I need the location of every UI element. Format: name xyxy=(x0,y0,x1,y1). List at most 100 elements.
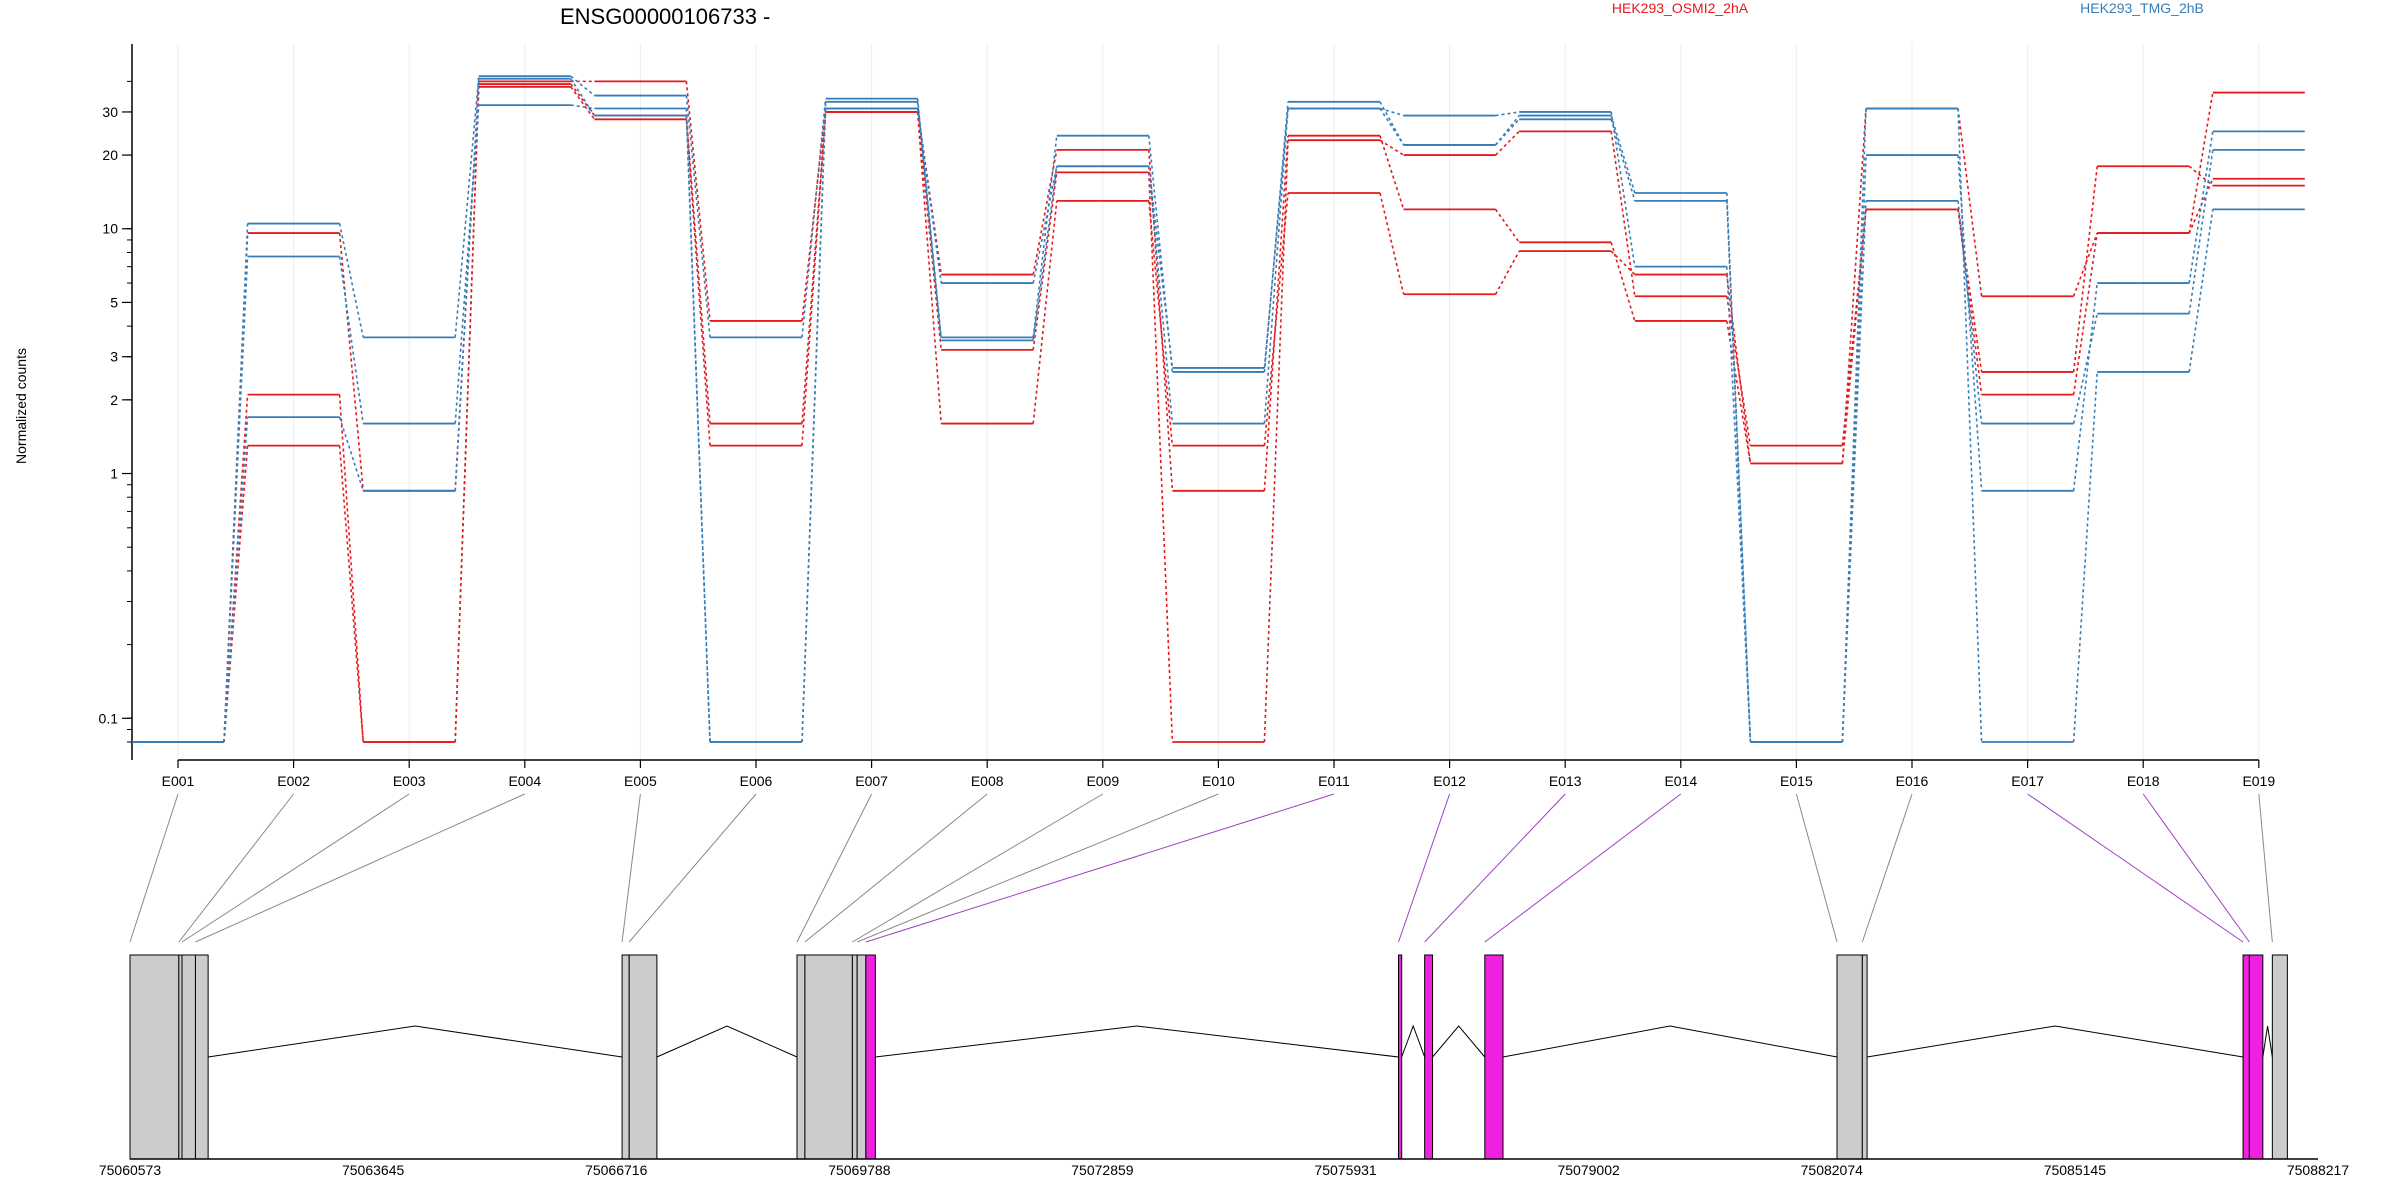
series-connector xyxy=(685,115,711,743)
plot-area: 0.1 1 2 3 5 10 20 30 E001 E002 E003 E004 E005 E006 E00… xyxy=(99,44,2305,789)
genome-tick-label: 75075931 xyxy=(1314,1162,1377,1178)
x-tick-label: E011 xyxy=(1318,773,1350,789)
series-connector xyxy=(1379,192,1405,295)
series-6 xyxy=(132,77,2305,743)
series-connector xyxy=(454,105,480,424)
exon-box xyxy=(1398,954,1403,1160)
intron-line xyxy=(1502,1025,1838,1058)
series-connector xyxy=(223,256,249,743)
genome-tick-label: 75063645 xyxy=(342,1162,405,1178)
x-tick-label: E014 xyxy=(1664,773,1697,789)
series-connector xyxy=(338,256,364,424)
x-tick-label: E018 xyxy=(2127,773,2160,789)
series-connector xyxy=(1148,166,1174,369)
series-connector xyxy=(916,108,942,284)
genome-tick-label: 75066716 xyxy=(585,1162,648,1178)
series-connector xyxy=(801,111,827,424)
y-axis-label: Normalized counts xyxy=(13,348,29,464)
x-tick-label: E012 xyxy=(1433,773,1466,789)
series-connector xyxy=(1841,209,1867,464)
exon-box xyxy=(1484,954,1504,1160)
genome-tick-label: 75069788 xyxy=(828,1162,891,1178)
series-connector xyxy=(916,111,942,424)
series-connector xyxy=(2072,371,2098,743)
exon-box xyxy=(129,954,180,1160)
exon-connector xyxy=(2258,793,2273,943)
exon-connector xyxy=(1861,793,1913,943)
y-tick-label: 2 xyxy=(110,392,118,408)
series-connector xyxy=(1032,166,1058,341)
x-tick-label: E003 xyxy=(393,773,426,789)
genome-tick-label: 75088217 xyxy=(2287,1162,2350,1178)
series-connector xyxy=(1494,250,1520,295)
legend-entry-tmg: HEK293_TMG_2hB xyxy=(2080,0,2204,16)
genome-tick-label: 75082074 xyxy=(1801,1162,1864,1178)
series-connector xyxy=(1495,118,1520,146)
series-connector xyxy=(1957,108,1983,297)
exon-box xyxy=(804,954,853,1160)
intron-line xyxy=(208,1025,623,1058)
x-tick-label: E017 xyxy=(2011,773,2044,789)
intron-line xyxy=(875,1025,1399,1058)
series-connector xyxy=(1494,115,1520,146)
y-tick-label: 5 xyxy=(110,294,118,310)
series-connector xyxy=(338,445,364,743)
exon-box xyxy=(796,954,806,1160)
series-connector xyxy=(801,108,827,743)
series-connector xyxy=(801,111,827,446)
exon-connector xyxy=(2027,793,2244,943)
series-connector xyxy=(1379,135,1405,210)
exon-connector xyxy=(1484,793,1682,943)
exon-connector xyxy=(865,793,1335,943)
exon-box xyxy=(1836,954,1863,1160)
series-connector xyxy=(338,223,364,338)
series-connector xyxy=(570,75,595,97)
series-connector xyxy=(801,98,827,338)
series-connector xyxy=(1957,200,1983,424)
series-connector xyxy=(916,111,942,350)
exon-connector xyxy=(2142,793,2250,943)
exon-connector xyxy=(621,793,641,943)
series-connector xyxy=(338,233,364,491)
exon-box xyxy=(621,954,630,1160)
series-connector xyxy=(1957,108,1983,743)
series-connector xyxy=(454,78,480,491)
genome-tick-label: 75060573 xyxy=(99,1162,162,1178)
exon-connector xyxy=(1795,793,1838,943)
series-connector xyxy=(2072,232,2098,297)
series-connector xyxy=(1032,200,1058,424)
series-connector xyxy=(338,416,364,492)
exon-box xyxy=(851,954,858,1160)
series-connector xyxy=(570,78,596,116)
series-connector xyxy=(1032,166,1058,284)
exon-connector xyxy=(796,793,873,943)
x-tick-label: E009 xyxy=(1086,773,1119,789)
series-connector xyxy=(1726,296,1752,446)
series-connector xyxy=(1957,209,1983,373)
series-connector xyxy=(1263,192,1289,446)
series-connector xyxy=(2188,131,2214,284)
series-connector xyxy=(1148,166,1174,424)
intron-line xyxy=(1867,1025,2244,1058)
series-connector xyxy=(685,119,711,446)
exon-connector xyxy=(856,793,1219,943)
gene-model: 75060573 75063645 75066716 75069788 75072859… xyxy=(99,793,2350,1178)
y-tick-label: 1 xyxy=(110,466,118,482)
x-tick-label: E006 xyxy=(740,773,773,789)
intron-line xyxy=(1401,1024,1426,1058)
exon-box xyxy=(2242,954,2250,1160)
x-tick-label: E019 xyxy=(2242,773,2275,789)
series-connector xyxy=(1495,130,1520,156)
chart-title: ENSG00000106733 - xyxy=(560,4,770,29)
x-tick-label: E007 xyxy=(855,773,888,789)
series-connector xyxy=(2188,149,2214,314)
series-connector xyxy=(685,108,711,743)
exon-connector xyxy=(852,793,1104,943)
exon-box xyxy=(628,954,658,1160)
series-connector xyxy=(1841,155,1867,743)
legend-entry-osmi: HEK293_OSMI2_2hA xyxy=(1612,0,1749,16)
series-connector xyxy=(1610,131,1636,297)
series-connector xyxy=(454,86,480,743)
x-tick-label: E001 xyxy=(162,773,195,789)
exon-box xyxy=(2271,954,2288,1160)
